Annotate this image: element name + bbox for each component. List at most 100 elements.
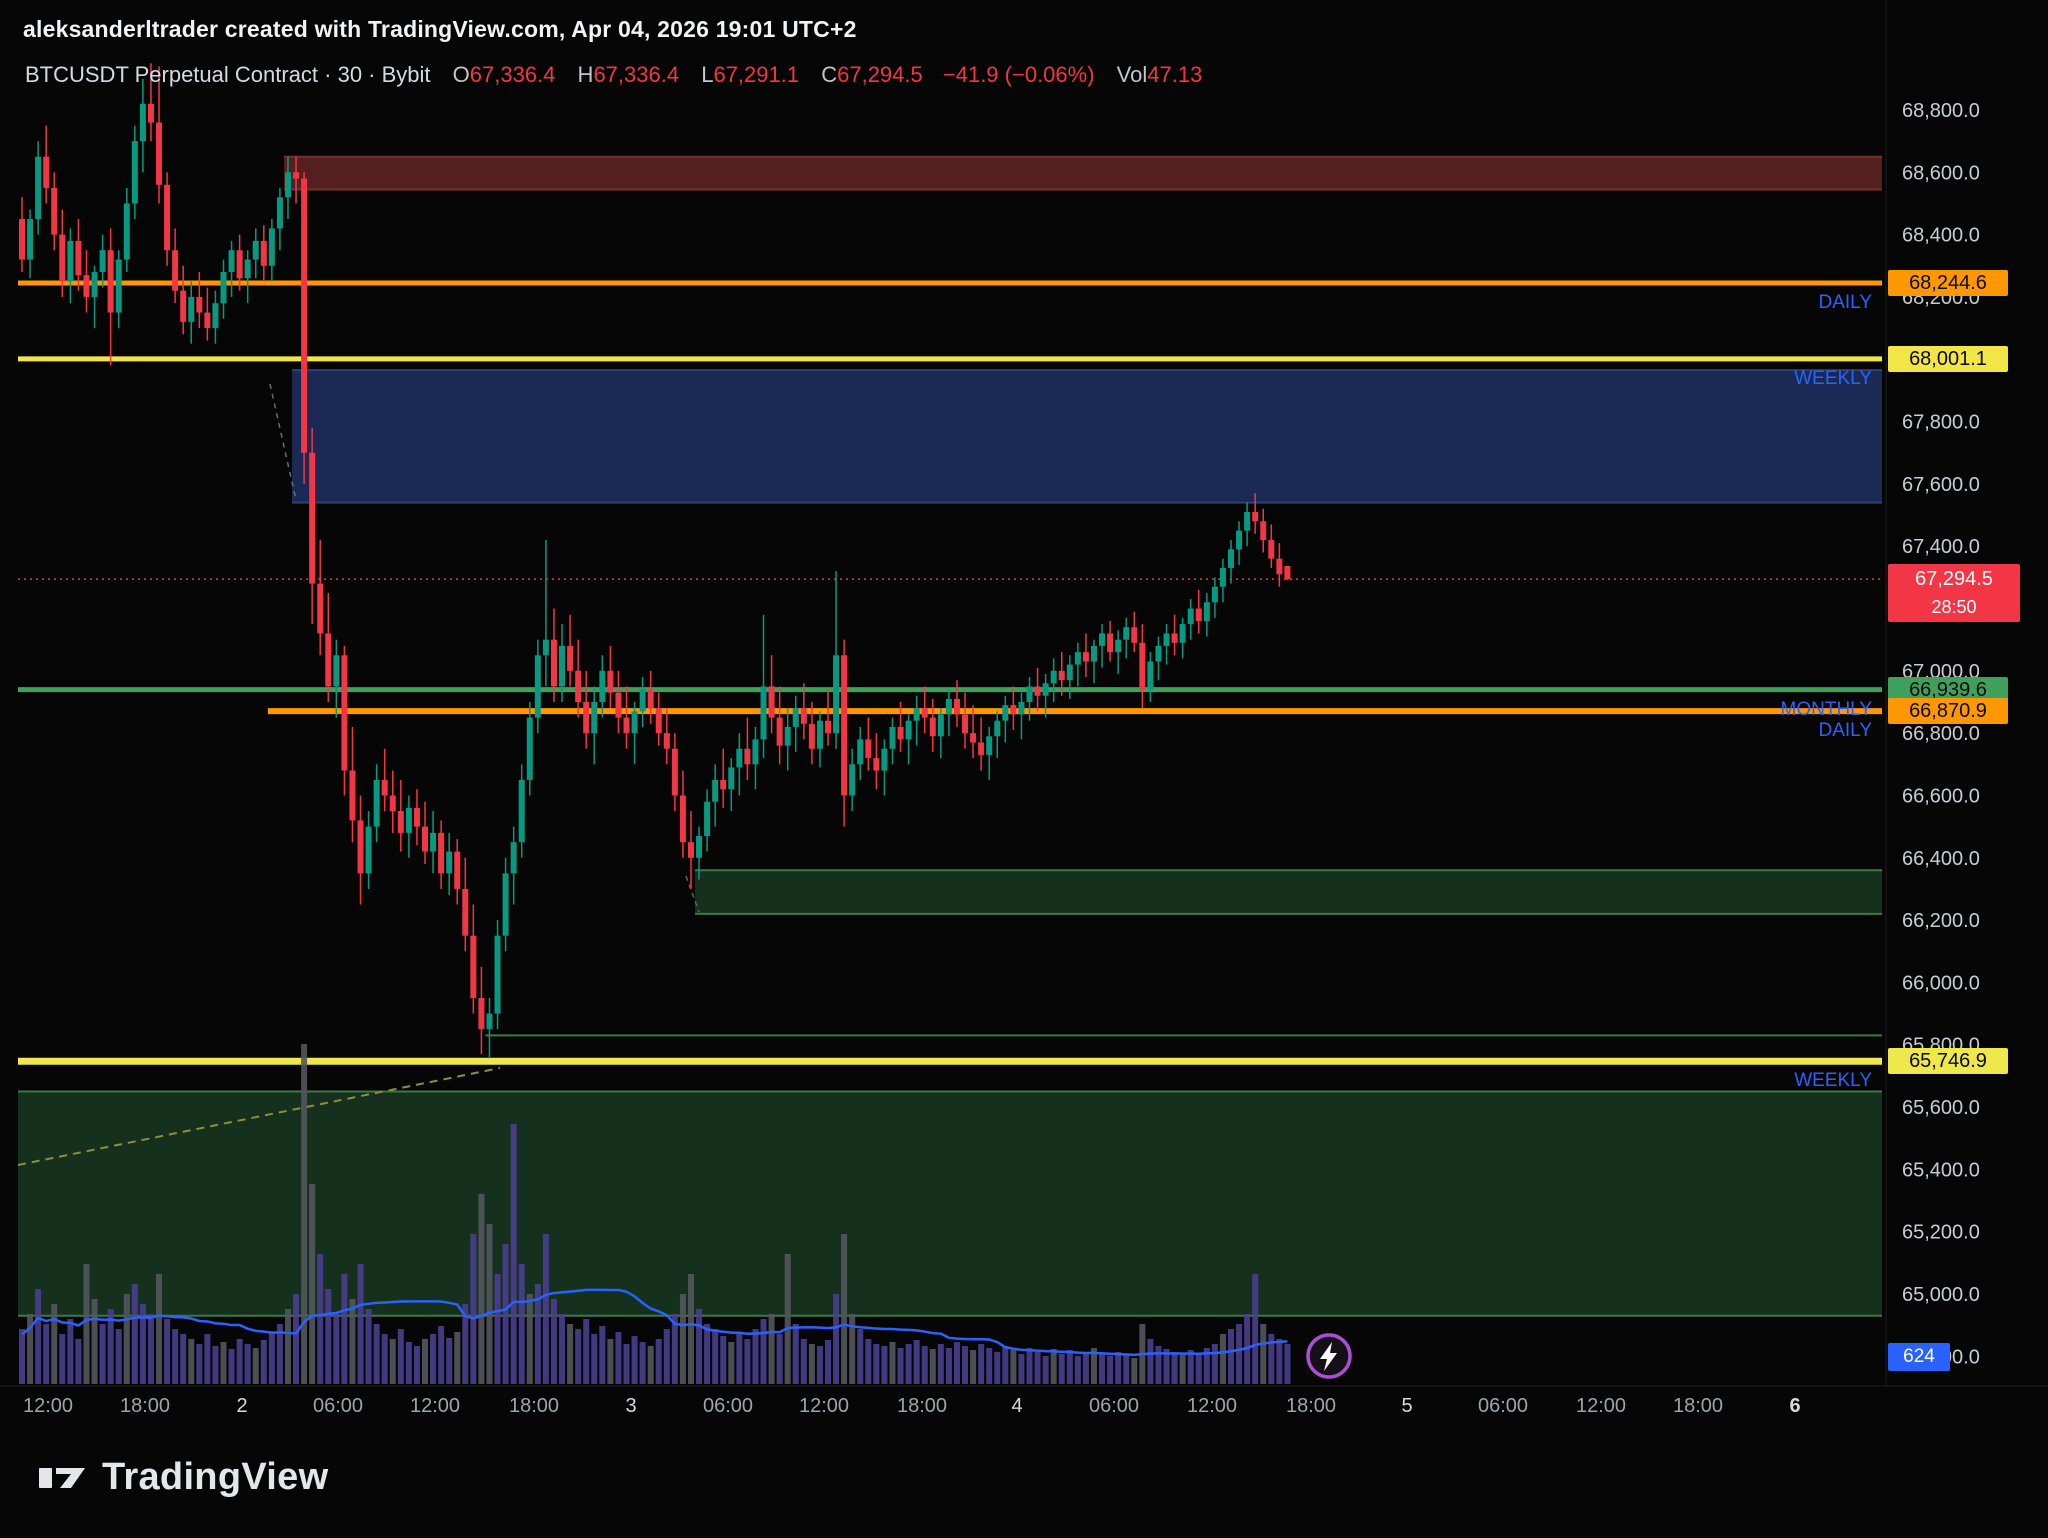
candle xyxy=(220,259,227,319)
candle xyxy=(139,78,146,173)
symbol-title[interactable]: BTCUSDT Perpetual Contract · 30 · Bybit xyxy=(25,62,431,87)
candle xyxy=(510,826,517,905)
price-axis-label: 66,600.0 xyxy=(1902,785,1980,807)
candle xyxy=(792,695,799,752)
price-axis-label: 66,400.0 xyxy=(1902,848,1980,870)
candle xyxy=(1155,636,1162,681)
candle xyxy=(301,172,308,484)
candle xyxy=(1276,543,1283,587)
candle xyxy=(325,592,332,702)
candle xyxy=(413,789,420,846)
candle xyxy=(494,920,501,1030)
candle xyxy=(921,686,928,734)
attribution-text: aleksanderltrader created with TradingVi… xyxy=(23,16,857,42)
price-axis-label: 65,600.0 xyxy=(1902,1097,1980,1119)
time-axis-label: 2 xyxy=(236,1395,247,1417)
time-axis-label: 12:00 xyxy=(410,1395,460,1417)
volume-ma-line xyxy=(21,1288,1288,1357)
candle xyxy=(671,733,678,812)
candle xyxy=(430,811,437,874)
price-axis-label: 65,400.0 xyxy=(1902,1159,1980,1181)
candle xyxy=(462,857,469,952)
candle xyxy=(1131,611,1138,653)
candle xyxy=(1236,521,1243,565)
time-axis-label: 3 xyxy=(625,1395,636,1417)
candle xyxy=(929,698,936,752)
candle xyxy=(1050,658,1057,702)
candle xyxy=(381,748,388,812)
candle xyxy=(35,141,42,235)
lightning-icon xyxy=(1306,1333,1352,1379)
candle xyxy=(1115,630,1122,674)
candle xyxy=(446,832,453,896)
candle xyxy=(559,624,566,702)
candle xyxy=(591,686,598,765)
candle xyxy=(808,702,815,765)
candle xyxy=(542,539,549,687)
candle xyxy=(615,670,622,734)
demand-zone-big xyxy=(18,1090,1882,1317)
candle xyxy=(59,209,66,297)
candle xyxy=(188,281,195,344)
candle xyxy=(631,702,638,765)
time-axis-label: 18:00 xyxy=(1286,1395,1336,1417)
candle xyxy=(889,717,896,765)
candle xyxy=(349,726,356,843)
candles xyxy=(19,63,1291,1058)
price-axis-label: 67,400.0 xyxy=(1902,536,1980,558)
candle xyxy=(1082,633,1089,678)
candle xyxy=(897,702,904,752)
candle xyxy=(978,717,985,771)
open-label: O xyxy=(452,62,470,87)
candle xyxy=(1163,624,1170,665)
price-axis-label: 66,800.0 xyxy=(1902,723,1980,745)
time-axis[interactable]: 12:00 18:00 2 06:00 12:00 18:00 3 06:00 12:00 18:… xyxy=(23,1395,1801,1417)
candle xyxy=(970,705,977,759)
zones xyxy=(18,155,1883,1317)
candle xyxy=(687,811,694,889)
candle xyxy=(639,677,646,727)
time-axis-label: 4 xyxy=(1011,1395,1022,1417)
candle xyxy=(849,748,856,812)
time-axis-label: 06:00 xyxy=(1089,1395,1139,1417)
candle xyxy=(405,795,412,858)
candle xyxy=(357,795,364,905)
price-axis-label: 65,200.0 xyxy=(1902,1222,1980,1244)
time-axis-label: 12:00 xyxy=(23,1395,73,1417)
candle xyxy=(1211,577,1218,618)
candle xyxy=(679,770,686,858)
candle xyxy=(728,758,735,812)
price-axis-label: 65,000.0 xyxy=(1902,1284,1980,1306)
candle xyxy=(1187,599,1194,640)
candle xyxy=(800,683,807,740)
candle xyxy=(51,172,58,251)
candle xyxy=(180,265,187,335)
tradingview-logo[interactable]: TradingView xyxy=(38,1456,328,1499)
close-label: C xyxy=(821,62,838,87)
candle xyxy=(1123,617,1130,659)
candle xyxy=(712,764,719,827)
candle xyxy=(760,614,767,759)
open-value: 67,336.4 xyxy=(469,62,556,87)
candle xyxy=(784,708,791,771)
timeframe-label-daily: DAILY xyxy=(1818,292,1872,314)
candle xyxy=(107,228,114,366)
price-axis-badge: 66,870.9 xyxy=(1888,698,2008,725)
candle xyxy=(881,739,888,796)
candle xyxy=(1090,639,1097,684)
candle xyxy=(156,66,163,204)
boost-button[interactable] xyxy=(1303,1330,1355,1387)
price-axis-label: 66,000.0 xyxy=(1902,972,1980,994)
candle xyxy=(284,156,291,220)
high-label: H xyxy=(577,62,594,87)
candle xyxy=(526,702,533,796)
price-axis-label: 67,800.0 xyxy=(1902,412,1980,434)
time-axis-label: 06:00 xyxy=(313,1395,363,1417)
candle xyxy=(276,187,283,251)
close-value: 67,294.5 xyxy=(837,62,923,87)
candle xyxy=(309,427,316,625)
price-axis-badge: 68,001.1 xyxy=(1888,345,2008,372)
candle xyxy=(1058,652,1065,696)
candle xyxy=(1034,667,1041,712)
